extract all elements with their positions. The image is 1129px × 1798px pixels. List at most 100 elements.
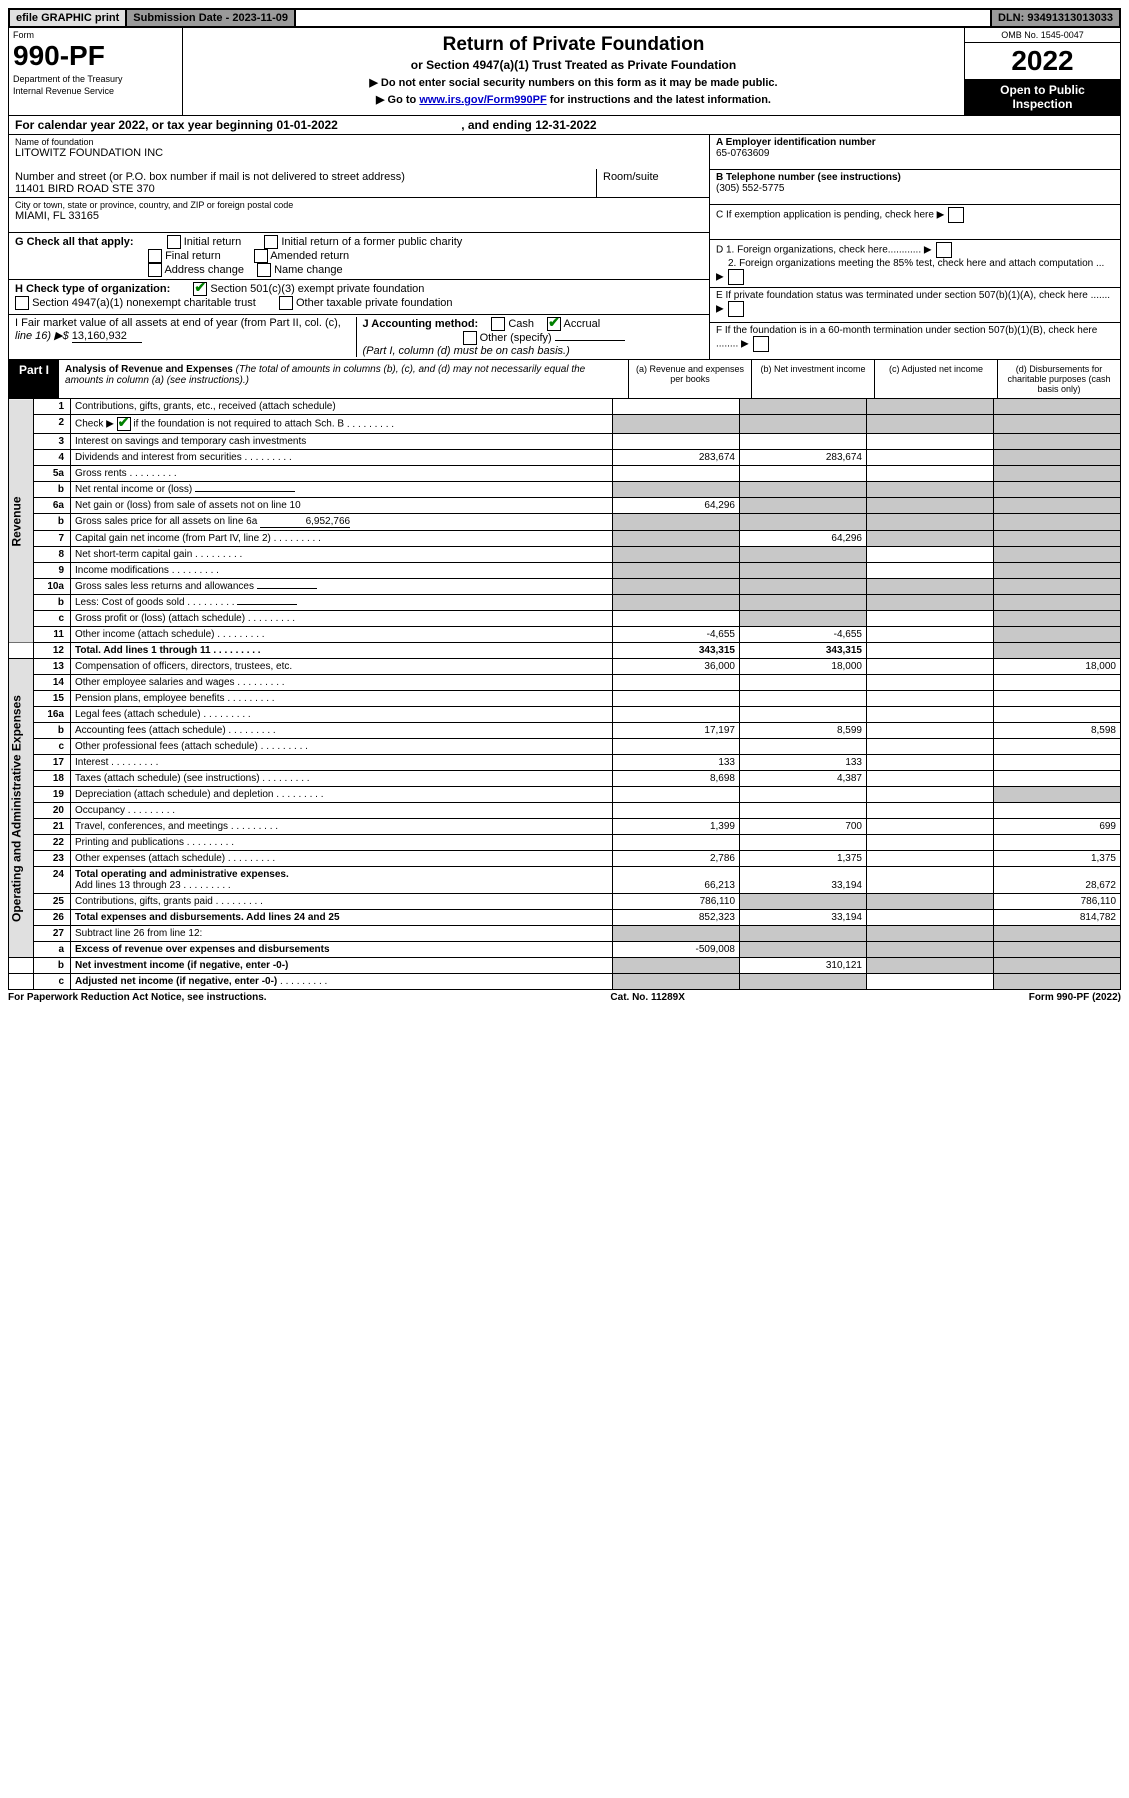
line-num: 3: [34, 434, 71, 450]
line-desc: Gross rents: [71, 466, 613, 482]
checkbox-amended[interactable]: [254, 249, 268, 263]
b-label: B Telephone number (see instructions): [716, 172, 901, 183]
line-desc: Taxes (attach schedule) (see instruction…: [71, 771, 613, 787]
line-num: b: [34, 595, 71, 611]
table-row: 27Subtract line 26 from line 12:: [9, 926, 1121, 942]
table-row: 15Pension plans, employee benefits: [9, 691, 1121, 707]
line-desc: Gross sales price for all assets on line…: [71, 514, 613, 531]
checkbox-sch-b[interactable]: [117, 417, 131, 431]
j-note: (Part I, column (d) must be on cash basi…: [363, 345, 570, 357]
f-label: F If the foundation is in a 60-month ter…: [716, 325, 1097, 350]
line-desc: Dividends and interest from securities: [71, 450, 613, 466]
checkbox-other-method[interactable]: [463, 331, 477, 345]
checkbox-e[interactable]: [728, 301, 744, 317]
line-desc: Total. Add lines 1 through 11: [71, 643, 613, 659]
form-title: Return of Private Foundation: [187, 34, 960, 56]
j-label: J Accounting method:: [363, 318, 479, 330]
line-num: 23: [34, 851, 71, 867]
table-row: cAdjusted net income (if negative, enter…: [9, 974, 1121, 990]
section-i-j: I Fair market value of all assets at end…: [9, 315, 709, 359]
instr2-pre: ▶ Go to: [376, 94, 419, 106]
dln-value: 93491313013033: [1027, 12, 1113, 24]
checkbox-d2[interactable]: [728, 269, 744, 285]
table-row: bLess: Cost of goods sold: [9, 595, 1121, 611]
checkbox-f[interactable]: [753, 336, 769, 352]
amt: 18,000: [994, 659, 1121, 675]
form-subtitle: or Section 4947(a)(1) Trust Treated as P…: [187, 58, 960, 72]
table-row: 4Dividends and interest from securities2…: [9, 450, 1121, 466]
table-row: 20Occupancy: [9, 803, 1121, 819]
line-num: 9: [34, 563, 71, 579]
col-b-head: (b) Net investment income: [751, 360, 874, 398]
amt: 310,121: [740, 958, 867, 974]
checkbox-initial-return[interactable]: [167, 235, 181, 249]
line-num: 18: [34, 771, 71, 787]
amt: 66,213: [613, 867, 740, 894]
checkbox-501c3[interactable]: [193, 282, 207, 296]
checkbox-c[interactable]: [948, 207, 964, 223]
submission-date: Submission Date - 2023-11-09: [127, 10, 296, 26]
h-label: H Check type of organization:: [15, 283, 170, 295]
amt: 33,194: [740, 867, 867, 894]
amt: 343,315: [613, 643, 740, 659]
table-row: 14Other employee salaries and wages: [9, 675, 1121, 691]
table-row: 7Capital gain net income (from Part IV, …: [9, 531, 1121, 547]
table-row: 23Other expenses (attach schedule)2,7861…: [9, 851, 1121, 867]
amt: 1,375: [740, 851, 867, 867]
amt: 8,598: [994, 723, 1121, 739]
g-opt-3: Amended return: [270, 250, 349, 262]
ein-value: 65-0763609: [716, 148, 769, 159]
line-num: 10a: [34, 579, 71, 595]
line-desc: Compensation of officers, directors, tru…: [71, 659, 613, 675]
line-desc: Pension plans, employee benefits: [71, 691, 613, 707]
col-a-head: (a) Revenue and expenses per books: [628, 360, 751, 398]
line-num: c: [34, 974, 71, 990]
g-opt-0: Initial return: [184, 236, 241, 248]
col-c-head: (c) Adjusted net income: [874, 360, 997, 398]
g-opt-5: Name change: [274, 264, 343, 276]
table-row: cOther professional fees (attach schedul…: [9, 739, 1121, 755]
table-row: 22Printing and publications: [9, 835, 1121, 851]
checkbox-initial-former[interactable]: [264, 235, 278, 249]
calyear-text2: , and ending: [461, 118, 535, 132]
line-num: 15: [34, 691, 71, 707]
a-label: A Employer identification number: [716, 137, 876, 148]
checkbox-other-taxable[interactable]: [279, 296, 293, 310]
form-link[interactable]: www.irs.gov/Form990PF: [419, 94, 546, 106]
amt: 8,599: [740, 723, 867, 739]
table-row: aExcess of revenue over expenses and dis…: [9, 942, 1121, 958]
table-row: 11Other income (attach schedule)-4,655-4…: [9, 627, 1121, 643]
dln-label: DLN:: [998, 12, 1027, 24]
e-label: E If private foundation status was termi…: [716, 290, 1110, 301]
city-value: MIAMI, FL 33165: [15, 210, 703, 222]
amt: 18,000: [740, 659, 867, 675]
amt: 17,197: [613, 723, 740, 739]
line-desc: Legal fees (attach schedule): [71, 707, 613, 723]
line-desc: Other expenses (attach schedule): [71, 851, 613, 867]
addr-value: 11401 BIRD ROAD STE 370: [15, 183, 590, 195]
checkbox-addr-change[interactable]: [148, 263, 162, 277]
checkbox-name-change[interactable]: [257, 263, 271, 277]
phone-value: (305) 552-5775: [716, 183, 784, 194]
header-left: Form 990-PF Department of the Treasury I…: [9, 28, 183, 115]
table-row: 10aGross sales less returns and allowanc…: [9, 579, 1121, 595]
table-row: 21Travel, conferences, and meetings1,399…: [9, 819, 1121, 835]
line-desc: Occupancy: [71, 803, 613, 819]
line-num: 21: [34, 819, 71, 835]
amt: 133: [613, 755, 740, 771]
checkbox-accrual[interactable]: [547, 317, 561, 331]
checkbox-final-return[interactable]: [148, 249, 162, 263]
checkbox-4947[interactable]: [15, 296, 29, 310]
line-num: 24: [34, 867, 71, 894]
form-number: 990-PF: [13, 40, 178, 72]
table-row: 3Interest on savings and temporary cash …: [9, 434, 1121, 450]
line-num: 11: [34, 627, 71, 643]
line-desc: Capital gain net income (from Part IV, l…: [71, 531, 613, 547]
amt: -509,008: [613, 942, 740, 958]
footer-right: Form 990-PF (2022): [1029, 992, 1121, 1003]
checkbox-d1[interactable]: [936, 242, 952, 258]
table-row: 25Contributions, gifts, grants paid786,1…: [9, 894, 1121, 910]
checkbox-cash[interactable]: [491, 317, 505, 331]
line-num: a: [34, 942, 71, 958]
line-desc: Check ▶ if the foundation is not require…: [71, 415, 613, 434]
